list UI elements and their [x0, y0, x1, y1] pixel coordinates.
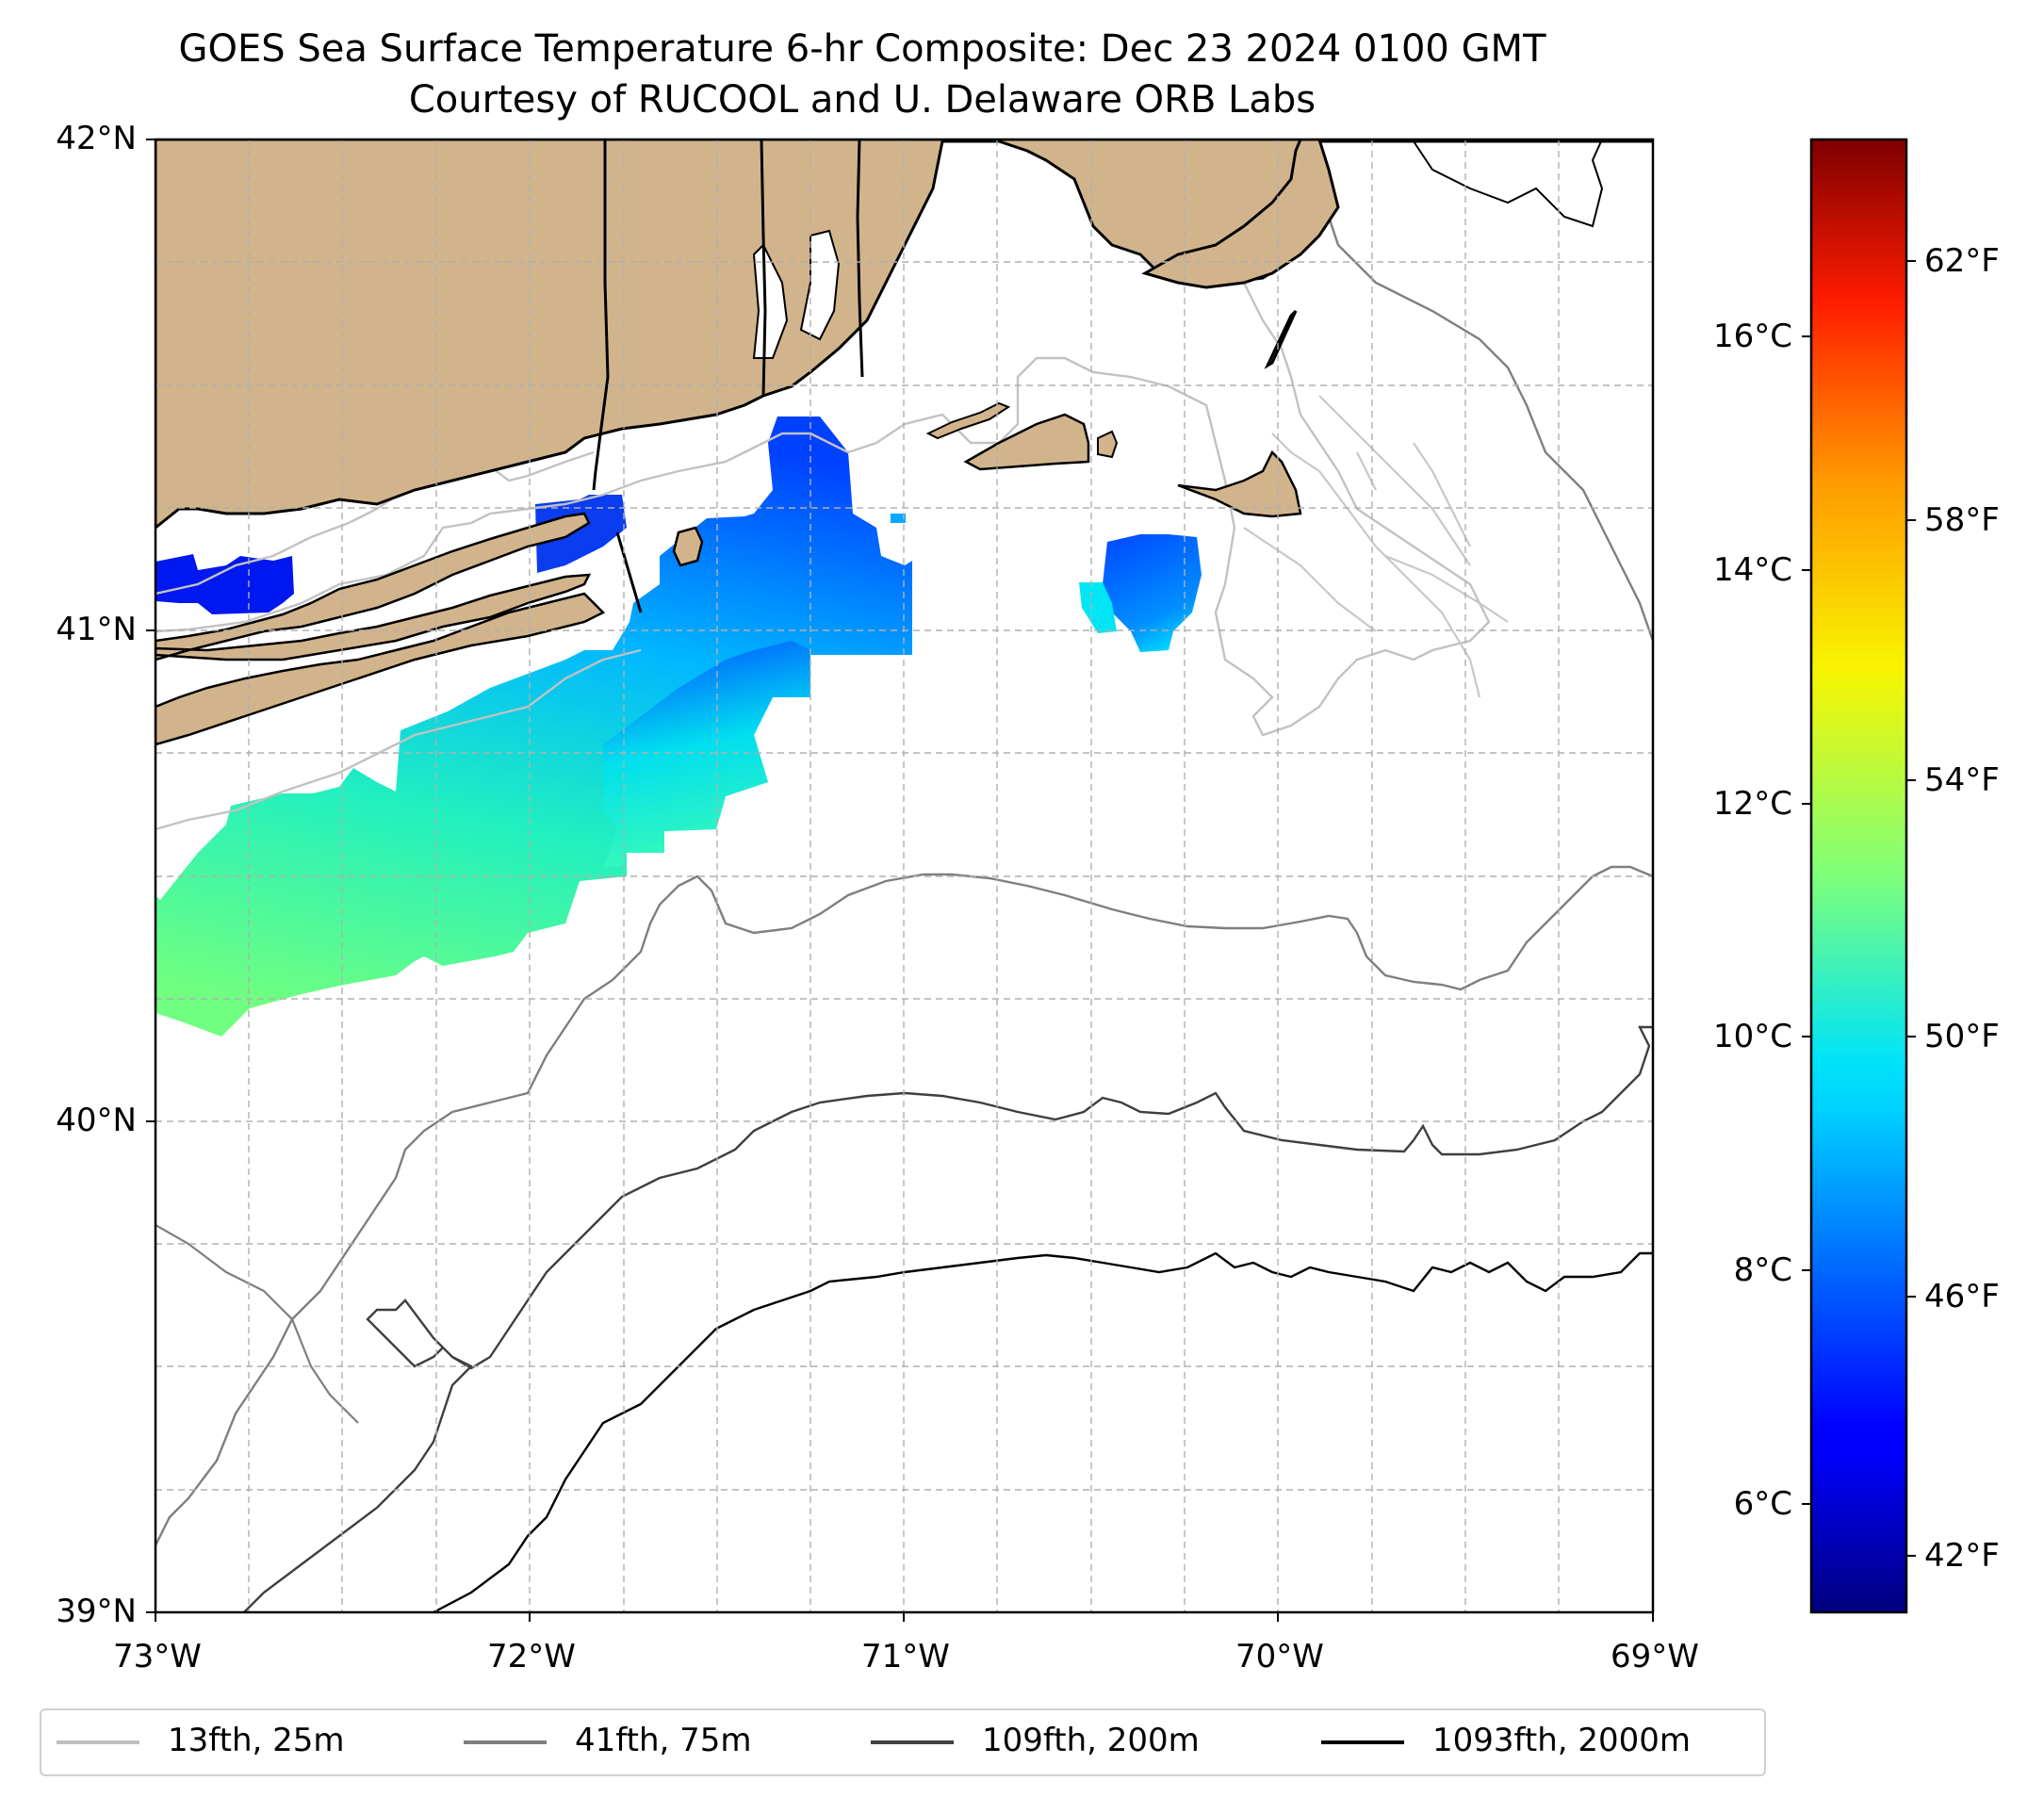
land-narragansett	[752, 229, 841, 359]
contour-2000m	[433, 1251, 1653, 1612]
land-long-island	[155, 512, 592, 662]
sst-data-layer	[155, 417, 1202, 1037]
land-marthas-vineyard	[963, 413, 1090, 471]
contour-75m	[155, 865, 1653, 1546]
legend-label: 1093fth, 2000m	[1432, 1722, 1692, 1759]
y-tick-label: 41°N	[56, 611, 137, 648]
sound-ferry-line	[615, 531, 643, 613]
map-area	[155, 139, 1653, 1612]
colorbar-fahrenheit-tick: 50°F	[1924, 1018, 2000, 1055]
land-muskeget	[1097, 430, 1119, 459]
colorbar-fahrenheit-tick: 46°F	[1924, 1278, 2000, 1315]
y-tick-label: 42°N	[56, 120, 137, 157]
sst-pixel-buzzards	[891, 514, 906, 523]
legend-label: 109fth, 200m	[982, 1722, 1200, 1759]
sst-patch-ri-sound	[535, 495, 627, 573]
maine-coast	[1413, 139, 1604, 228]
land-elizabeth-islands	[925, 401, 1011, 440]
x-tick-label: 72°W	[487, 1638, 576, 1675]
land-long-island-body	[155, 592, 606, 746]
legend-label: 41fth, 75m	[575, 1722, 752, 1759]
land-cape-cod	[1141, 139, 1340, 289]
colorbar-celsius-tick: 14°C	[1712, 551, 1792, 589]
land-monomoy	[1264, 309, 1298, 369]
state-border-ri-ma	[856, 139, 864, 378]
land-block-island	[672, 526, 704, 567]
land-nantucket	[1177, 449, 1302, 518]
colorbar-celsius-tick: 16°C	[1712, 318, 1792, 355]
colorbar-fahrenheit-tick: 58°F	[1924, 501, 2000, 539]
legend: 13fth, 25m 41fth, 75m 109fth, 200m 1093f…	[40, 1708, 1766, 1776]
bathymetry-contours	[155, 139, 1653, 1612]
contour-25m-shoals	[1243, 395, 1509, 698]
legend-label: 13fth, 25m	[168, 1722, 345, 1759]
figure-subtitle: Courtesy of RUCOOL and U. Delaware ORB L…	[408, 78, 1316, 122]
contour-75m-shelf-ne	[1299, 139, 1653, 642]
sst-patch-mid	[603, 641, 810, 867]
state-border-ny-ct	[592, 139, 610, 491]
sst-patch-nantucket-south	[1103, 534, 1202, 652]
colorbar-celsius-tick: 8°C	[1733, 1251, 1792, 1289]
sst-patch-west-ct	[155, 554, 294, 614]
y-tick-label: 40°N	[56, 1102, 137, 1139]
state-border-ct-ri	[760, 139, 767, 397]
contour-25m	[155, 139, 1491, 737]
axis-ticks	[146, 139, 1654, 1622]
colorbar-celsius-tick: 6°C	[1733, 1485, 1792, 1523]
contour-75m-west	[155, 1224, 359, 1424]
colorbar-fahrenheit-tick: 54°F	[1924, 761, 2000, 799]
y-tick-label: 39°N	[56, 1593, 137, 1630]
colorbar-fahrenheit-tick: 42°F	[1924, 1537, 2000, 1575]
x-tick-label: 73°W	[113, 1638, 202, 1675]
colorbar-celsius-tick: 12°C	[1712, 785, 1792, 823]
sst-patch-main	[155, 417, 912, 1037]
sst-patch-nantucket-sw	[1079, 582, 1117, 633]
x-tick-label: 69°W	[1611, 1638, 1699, 1675]
colorbar-fahrenheit-tick: 62°F	[1924, 242, 2000, 280]
x-tick-label: 70°W	[1235, 1638, 1324, 1675]
colorbar-celsius-tick: 10°C	[1712, 1018, 1792, 1055]
map-grid	[155, 139, 1653, 1612]
figure-title: GOES Sea Surface Temperature 6-hr Compos…	[178, 27, 1546, 71]
x-tick-label: 71°W	[861, 1638, 950, 1675]
